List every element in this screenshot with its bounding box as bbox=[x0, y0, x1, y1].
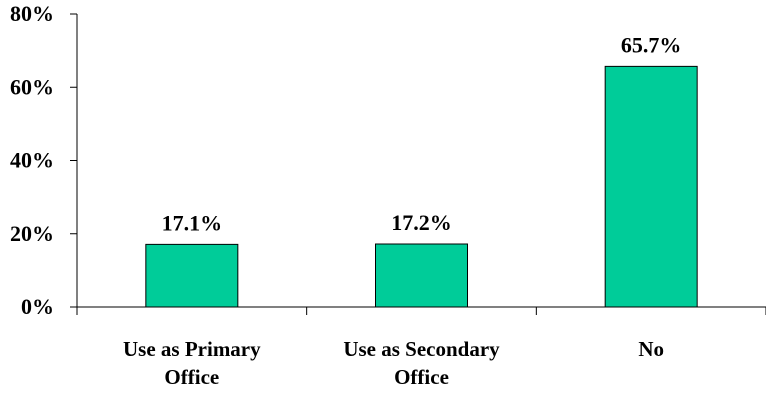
y-tick-label: 60% bbox=[10, 74, 54, 99]
bar bbox=[604, 65, 698, 308]
bars bbox=[145, 65, 698, 308]
y-tick-label: 40% bbox=[10, 148, 54, 173]
bar bbox=[145, 243, 239, 308]
labels: 0% 20% 40% 60% 80% 17.1% Use as Primary Office 1… bbox=[10, 1, 681, 389]
bar bbox=[375, 243, 468, 308]
category-label: Office bbox=[164, 365, 219, 389]
category-label: No bbox=[638, 337, 664, 361]
y-tick-label: 0% bbox=[21, 294, 54, 319]
category-label: Office bbox=[394, 365, 449, 389]
category-label: Use as Secondary bbox=[343, 337, 500, 361]
data-label: 65.7% bbox=[621, 32, 682, 57]
data-label: 17.2% bbox=[391, 210, 452, 235]
category-label: Use as Primary bbox=[123, 337, 261, 361]
y-tick-label: 80% bbox=[10, 1, 54, 26]
data-label: 17.1% bbox=[162, 210, 223, 235]
y-tick-label: 20% bbox=[10, 221, 54, 246]
